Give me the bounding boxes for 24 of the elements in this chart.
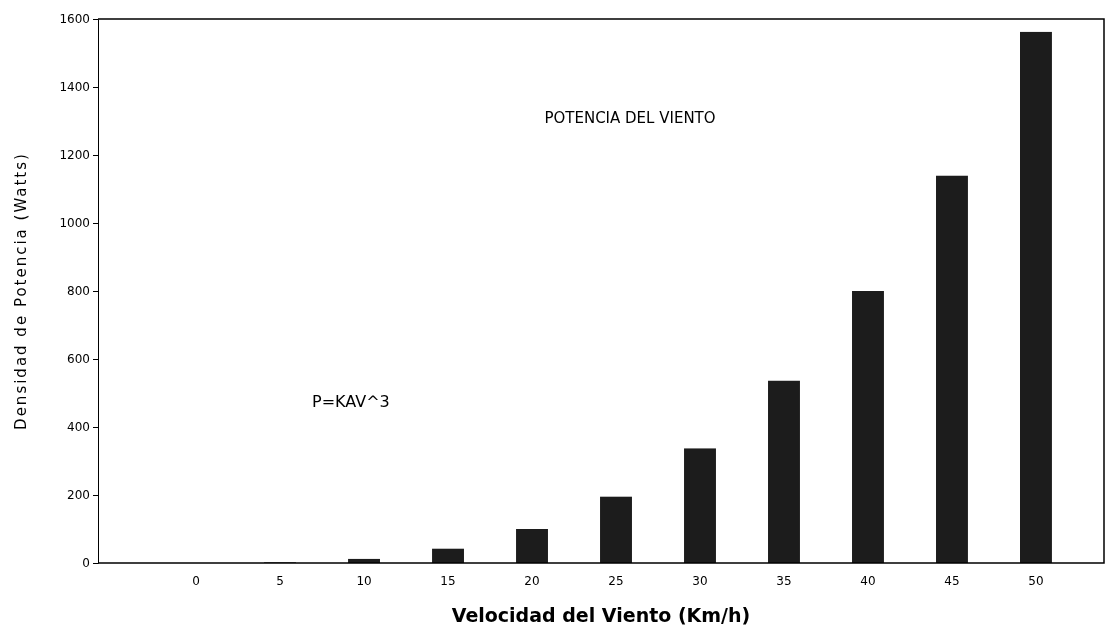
y-axis-title: Densidad de Potencia (Watts) <box>12 152 30 430</box>
x-tick-label: 20 <box>524 574 540 589</box>
x-tick-label: 35 <box>776 574 792 589</box>
y-tick-label: 0 <box>82 556 90 571</box>
x-tick-label: 40 <box>860 574 876 589</box>
y-tick-label: 600 <box>67 352 90 367</box>
x-tick-label: 10 <box>356 574 372 589</box>
text: POTENCIA DEL VIENTO <box>544 109 716 127</box>
y-tick-label: 1200 <box>59 148 90 163</box>
x-tick-label: 0 <box>192 574 200 589</box>
x-tick-label: 15 <box>440 574 456 589</box>
y-tick-label: 1400 <box>59 80 90 95</box>
x-tick-label: 5 <box>276 574 284 589</box>
x-tick-label: 25 <box>608 574 624 589</box>
x-axis-title: Velocidad del Viento (Km/h) <box>451 604 751 626</box>
annotation: P=KAV^3 <box>312 392 390 411</box>
y-tick-label: 400 <box>67 420 90 435</box>
y-tick-label: 200 <box>67 488 90 503</box>
y-tick-label: 1600 <box>59 12 90 27</box>
y-tick-label: 800 <box>67 284 90 299</box>
x-tick-label: 45 <box>944 574 960 589</box>
x-tick-label: 30 <box>692 574 708 589</box>
y-tick-label: 1000 <box>59 216 90 231</box>
x-tick-label: 50 <box>1028 574 1044 589</box>
